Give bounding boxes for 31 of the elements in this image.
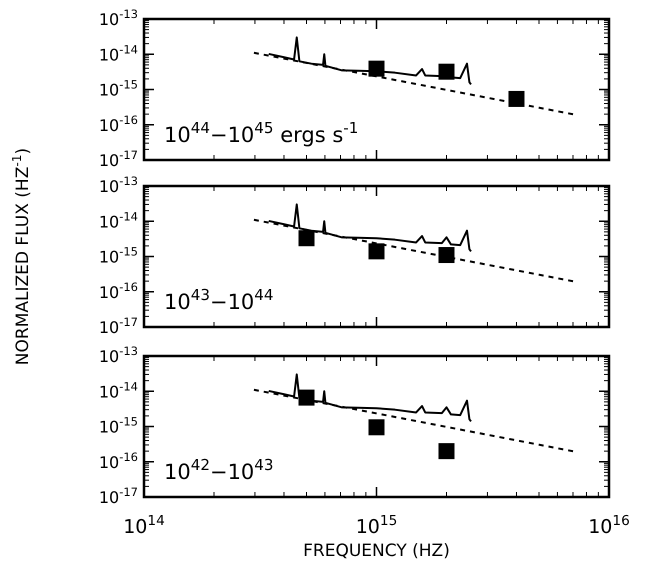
annotation: 10$^{42}$−10$^{43}$ [164, 456, 274, 484]
y-tick-label: 10$^{-14}$ [98, 209, 138, 232]
point [298, 390, 315, 406]
x-tick-label: 10$^{14}$ [123, 513, 165, 538]
y-tick-label: 10$^{-13}$ [98, 7, 138, 29]
point [368, 60, 384, 77]
y-tick-label: 10$^{-15}$ [98, 414, 138, 436]
x-tick-label: 10$^{15}$ [356, 513, 398, 538]
point [438, 247, 454, 264]
y-tick-label: 10$^{-17}$ [98, 148, 138, 170]
y-tick-label: 10$^{-17}$ [98, 485, 138, 507]
point [508, 90, 524, 107]
point [368, 243, 384, 260]
y-tick-label: 10$^{-16}$ [98, 112, 138, 135]
point [298, 230, 315, 246]
y-tick-label: 10$^{-14}$ [98, 379, 138, 402]
point [438, 443, 454, 460]
annotation: 10$^{43}$−10$^{44}$ [164, 286, 274, 314]
y-tick-label: 10$^{-13}$ [98, 344, 138, 366]
y-tick-label: 10$^{-16}$ [98, 450, 138, 472]
y-tick-label: 10$^{-16}$ [98, 280, 138, 302]
y-tick-label: 10$^{-15}$ [98, 78, 138, 100]
x-axis-title: FREQUENCY (HZ) [303, 541, 450, 561]
y-tick-label: 10$^{-13}$ [98, 174, 138, 196]
point [438, 64, 454, 80]
annotation: 10$^{44}$−10$^{45}$ ergs s$^{-1}$ [164, 119, 358, 147]
y-tick-label: 10$^{-15}$ [98, 244, 138, 266]
x-tick-label: 10$^{16}$ [588, 513, 630, 538]
y-tick-label: 10$^{-17}$ [98, 315, 138, 337]
point [368, 419, 384, 436]
y-tick-label: 10$^{-14}$ [98, 42, 138, 64]
